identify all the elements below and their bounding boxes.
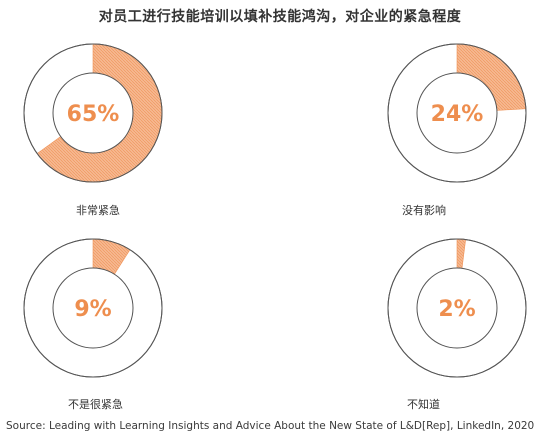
donut-label-not-very-urgent: 不是很紧急 xyxy=(68,398,123,411)
donut-label-unknown: 不知道 xyxy=(407,398,440,411)
donut-inner-ring xyxy=(416,267,498,349)
donut-unknown: 2% xyxy=(387,238,527,378)
donut-value-label: 24% xyxy=(431,102,484,127)
donut-outline xyxy=(23,238,163,378)
donut-outline xyxy=(23,43,163,183)
donut-outline xyxy=(387,43,527,183)
donut-inner-ring xyxy=(52,267,134,349)
donut-value-label: 2% xyxy=(438,297,475,322)
donut-inner-ring xyxy=(52,72,134,154)
chart-title: 对员工进行技能培训以填补技能鸿沟，对企业的紧急程度 xyxy=(98,9,462,25)
donut-label-no-impact: 没有影响 xyxy=(402,204,446,217)
donut-value-label: 65% xyxy=(67,102,120,127)
donut-value-label: 9% xyxy=(74,297,111,322)
source-note: Source: Leading with Learning Insights a… xyxy=(6,420,535,432)
donut-inner-ring xyxy=(416,72,498,154)
donut-no-impact: 24% xyxy=(387,43,527,183)
donut-outline xyxy=(387,238,527,378)
donut-label-very-urgent: 非常紧急 xyxy=(76,204,120,217)
donut-very-urgent: 65% xyxy=(23,43,163,183)
donut-not-very-urgent: 9% xyxy=(23,238,163,378)
